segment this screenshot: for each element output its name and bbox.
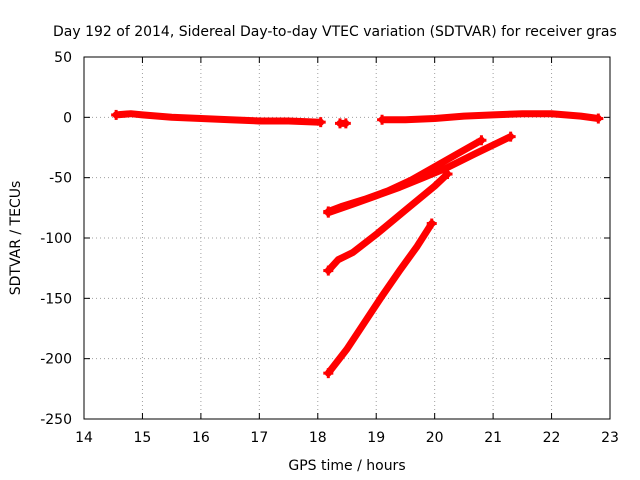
- x-tick-label: 23: [601, 430, 619, 446]
- y-axis-label: SDTVAR / TECUs: [8, 181, 24, 296]
- y-tick-label: -150: [40, 291, 72, 307]
- series-arc-1: [324, 136, 485, 215]
- series-layer: [111, 109, 604, 379]
- x-tick-label: 16: [192, 430, 210, 446]
- x-axis-label: GPS time / hours: [288, 458, 405, 474]
- series-point: [593, 113, 604, 124]
- series-arc-2: [324, 133, 515, 217]
- tick-layer: 14 15 16 17 18 19 20 21 22 23 -250 -200 -150 -100 -50 0…: [40, 50, 619, 446]
- series-point: [476, 135, 487, 146]
- chart-title: Day 192 of 2014, Sidereal Day-to-day VTE…: [53, 24, 617, 40]
- series-point: [111, 109, 122, 120]
- series-arc-3: [324, 170, 451, 275]
- series-point: [377, 114, 388, 125]
- x-tick-label: 15: [134, 430, 152, 446]
- x-tick-label: 19: [367, 430, 385, 446]
- x-tick-label: 14: [75, 430, 93, 446]
- series-point: [323, 265, 334, 276]
- y-tick-label: -50: [49, 171, 72, 187]
- series-point: [442, 169, 453, 180]
- x-tick-label: 20: [426, 430, 444, 446]
- y-tick-label: -200: [40, 352, 72, 368]
- series-point: [426, 218, 437, 229]
- y-tick-label: 50: [54, 50, 72, 66]
- x-tick-label: 21: [484, 430, 502, 446]
- series-point: [323, 368, 334, 379]
- x-tick-label: 18: [309, 430, 327, 446]
- series-point: [323, 207, 334, 218]
- y-tick-label: -250: [40, 412, 72, 428]
- series-arc-main-3: [378, 110, 602, 124]
- y-tick-label: -100: [40, 231, 72, 247]
- series-arc-main-1: [112, 110, 325, 126]
- y-tick-label: 0: [63, 110, 72, 126]
- x-tick-label: 22: [543, 430, 561, 446]
- series-point: [340, 118, 351, 129]
- series-arc-4: [324, 220, 436, 377]
- series-point: [505, 131, 516, 142]
- x-tick-label: 17: [250, 430, 268, 446]
- series-point: [315, 117, 326, 128]
